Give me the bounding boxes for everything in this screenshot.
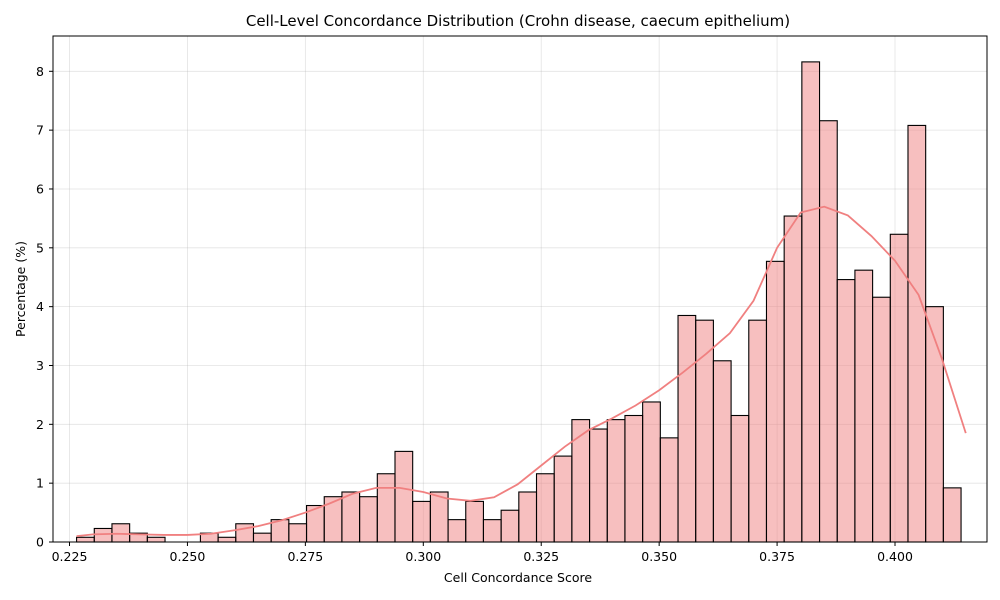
x-axis-ticks: 0.225 0.250 0.275 0.300 0.325 0.350 0.375 0.400 — [52, 542, 913, 564]
y-tick-label: 3 — [36, 358, 44, 373]
plot-frame — [52, 35, 988, 543]
histogram-bar — [500, 509, 520, 543]
x-tick-label: 0.400 — [877, 549, 913, 564]
histogram-bar — [818, 120, 838, 543]
histogram-bar — [76, 536, 95, 543]
histogram-bar — [783, 215, 803, 543]
histogram-bar — [659, 437, 679, 543]
histogram-bar — [394, 450, 414, 543]
histogram-bar — [730, 414, 750, 543]
y-tick-label: 4 — [36, 299, 44, 314]
histogram-bar — [429, 491, 449, 543]
histogram-bar — [323, 496, 343, 543]
histogram-bar — [535, 473, 555, 543]
histogram-bar — [482, 519, 502, 543]
histogram-bar — [288, 523, 308, 543]
x-tick-label: 0.250 — [170, 549, 206, 564]
x-tick-label: 0.375 — [759, 549, 795, 564]
histogram-bar — [111, 523, 131, 543]
histogram-bar — [942, 487, 962, 543]
y-tick-label: 5 — [36, 240, 44, 255]
histogram-bar — [925, 306, 944, 543]
histogram-bar — [624, 414, 644, 543]
histogram-bar — [589, 428, 608, 543]
histogram-bar — [606, 419, 626, 543]
histogram-bar — [712, 360, 732, 543]
x-tick-label: 0.325 — [523, 549, 559, 564]
histogram-bar — [801, 61, 821, 543]
y-tick-label: 7 — [36, 123, 44, 138]
histogram-bar — [146, 536, 166, 543]
y-axis-ticks: 0 1 2 3 4 5 6 7 8 — [36, 64, 53, 550]
y-tick-label: 8 — [36, 64, 44, 79]
histogram-bar — [889, 233, 909, 543]
histogram-bar — [341, 491, 361, 543]
histogram-bar — [836, 279, 856, 543]
histogram-bar — [854, 269, 874, 543]
histogram-bar — [677, 314, 697, 543]
histogram-bar — [872, 296, 891, 543]
x-tick-label: 0.275 — [287, 549, 323, 564]
y-tick-label: 0 — [36, 535, 44, 550]
y-tick-label: 2 — [36, 417, 44, 432]
x-axis-label: Cell Concordance Score — [444, 570, 592, 585]
histogram-bar — [376, 473, 396, 543]
x-tick-label: 0.225 — [52, 549, 88, 564]
y-tick-label: 1 — [36, 476, 44, 491]
histogram-bar — [412, 500, 431, 543]
histogram-bar — [553, 455, 573, 543]
histogram-bar — [642, 401, 661, 543]
histogram-bar — [695, 319, 714, 543]
y-tick-label: 6 — [36, 181, 44, 196]
histogram-bar — [359, 496, 378, 543]
histogram-bars — [76, 61, 962, 543]
histogram-bar — [93, 527, 113, 543]
kde-curve — [76, 205, 967, 538]
histogram-bar — [465, 500, 484, 543]
histogram-bar — [907, 124, 927, 543]
y-axis-label: Percentage (%) — [13, 241, 28, 337]
histogram-bar — [748, 319, 768, 543]
histogram-bar — [252, 532, 272, 543]
histogram-bar — [571, 419, 591, 543]
histogram-bar — [217, 536, 237, 543]
x-tick-label: 0.300 — [405, 549, 441, 564]
histogram-bar — [518, 491, 538, 543]
chart-title: Cell-Level Concordance Distribution (Cro… — [246, 12, 790, 30]
x-tick-label: 0.350 — [641, 549, 677, 564]
histogram-bar — [765, 260, 785, 543]
histogram-bar — [447, 519, 467, 543]
